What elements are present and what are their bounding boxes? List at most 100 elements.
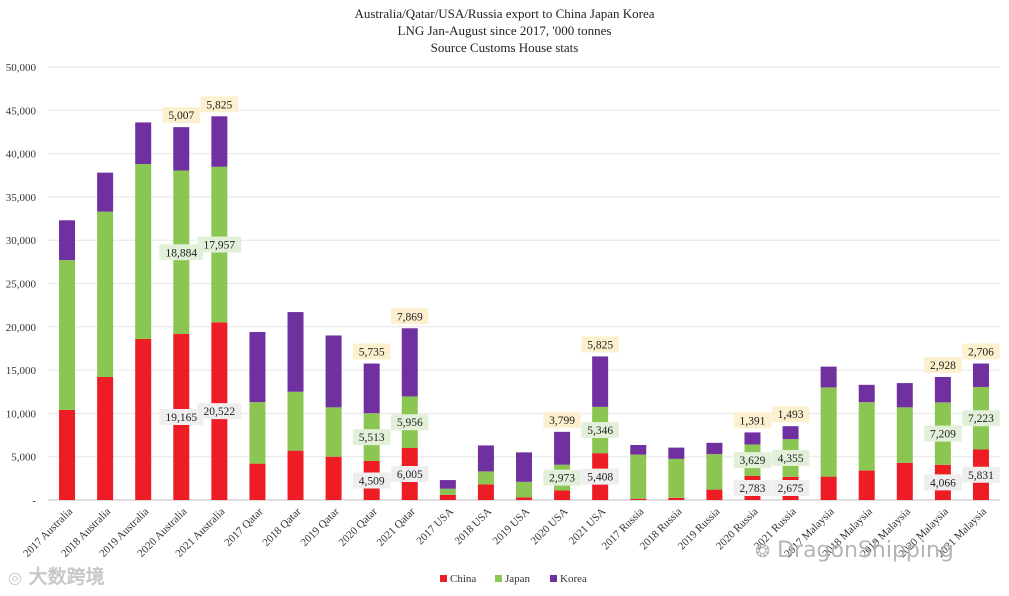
bar-segment-korea [211,116,228,167]
data-label-text: 17,957 [204,240,236,252]
data-label-bg [543,411,581,428]
bar-segment-japan [59,260,76,410]
data-label-bg [159,409,204,426]
y-tick-label: 5,000 [11,452,36,464]
x-tick-label: 2017 USA [414,506,456,548]
data-label-text: 2,973 [549,473,575,485]
data-label-bg [352,429,391,446]
legend-swatch [495,575,502,582]
bar-segment-japan [858,402,875,471]
data-label-bg [391,465,429,482]
data-label-text: 6,005 [397,469,423,481]
data-label-korea: 5,007 [162,107,201,124]
legend: China Japan Korea [440,573,587,585]
y-tick-label: - [32,495,36,507]
data-label-text: 5,007 [168,110,194,122]
bar-segment-korea [401,328,418,397]
bar-segment-korea [516,452,532,482]
bar-segment-japan [97,211,114,378]
bar-segment-china [287,450,304,500]
bar-segment-korea [820,366,837,388]
bar-segment-china [249,463,266,500]
data-label-korea: 3,799 [543,411,581,428]
bar-segment-korea [668,447,685,459]
data-label-bg [197,236,242,253]
bar-segment-china [820,476,837,500]
data-label-text: 3,799 [549,415,575,427]
bar-segment-japan [706,454,723,490]
legend-label: China [450,573,476,585]
data-label-korea: 5,825 [581,336,619,353]
bar-segment-japan [630,454,647,499]
data-label-bg [771,480,810,496]
data-label-text: 5,346 [587,425,613,437]
data-label-text: 1,391 [740,415,766,427]
data-label-bg [197,403,242,420]
watermark-right-text: DragonShipping [777,538,954,563]
data-label-text: 2,928 [930,360,956,372]
data-label-bg [581,336,619,353]
bar-segment-japan [477,471,494,485]
data-label-bg [352,343,391,360]
bar-segment-korea [135,122,152,164]
data-label-korea: 1,391 [733,412,772,429]
bar-segment-japan [249,402,266,464]
bar-segment-japan [668,458,685,498]
data-label-text: 5,956 [397,417,423,429]
data-label-bg [352,472,391,489]
data-label-text: 20,522 [204,406,236,418]
chart-title-line-2: LNG Jan-August since 2017, '000 tonnes [397,23,612,38]
data-label-bg [771,449,810,466]
data-label-text: 4,509 [359,475,385,487]
bar-segment-china [896,462,913,500]
grid-lines [48,66,1000,501]
data-label-text: 2,706 [968,347,994,359]
bar-segment-korea [173,127,190,171]
legend-swatch [440,575,447,582]
bar-segment-china [135,338,152,500]
data-label-japan: 7,223 [962,410,1000,427]
data-label-bg [581,422,619,439]
y-axis-ticks: - 5,000 10,000 15,000 20,000 25,000 30,000 35,0… [6,62,37,507]
bar-segment-japan [439,488,456,495]
data-label-japan: 5,346 [581,422,619,439]
y-tick-label: 40,000 [6,149,37,161]
data-label-japan: 4,355 [771,449,810,466]
bar-segment-japan [896,407,913,463]
data-label-text: 19,165 [165,412,197,424]
data-label-text: 18,884 [165,247,197,259]
data-label-japan: 17,957 [197,236,242,253]
data-label-china: 20,522 [197,403,242,420]
data-label-text: 5,735 [359,347,385,359]
bar-segment-korea [782,426,799,440]
data-label-china: 4,066 [924,474,962,491]
x-tick-label: 2017 Qatar [222,505,265,548]
data-label-text: 5,825 [587,339,613,351]
watermark-left-text: 大数跨境 [28,566,105,588]
bar-segment-japan [516,481,532,498]
bar-segment-china [477,484,494,500]
bar-segment-china [59,409,76,500]
bar-segment-korea [439,480,456,489]
data-label-korea: 5,735 [352,343,391,360]
x-tick-label: 2021 Qatar [375,505,418,548]
data-label-bg [391,414,429,431]
data-label-bg [733,479,772,496]
data-label-text: 4,355 [778,453,804,465]
data-label-text: 1,493 [778,409,804,421]
legend-swatch [550,575,557,582]
x-tick-label: 2020 USA [529,506,571,548]
x-tick-label: 2018 Qatar [260,505,303,548]
data-label-china: 2,675 [771,480,810,496]
bar-segment-china [554,490,571,500]
data-label-korea: 7,869 [391,308,429,325]
data-label-china: 19,165 [159,409,204,426]
legend-label: Japan [505,573,531,585]
y-tick-label: 45,000 [6,105,37,117]
data-label-korea: 1,493 [771,406,810,423]
watermark-right: ❂ DragonShipping [755,538,954,563]
bar-segment-korea [592,356,609,407]
data-label-korea: 5,825 [200,96,239,113]
